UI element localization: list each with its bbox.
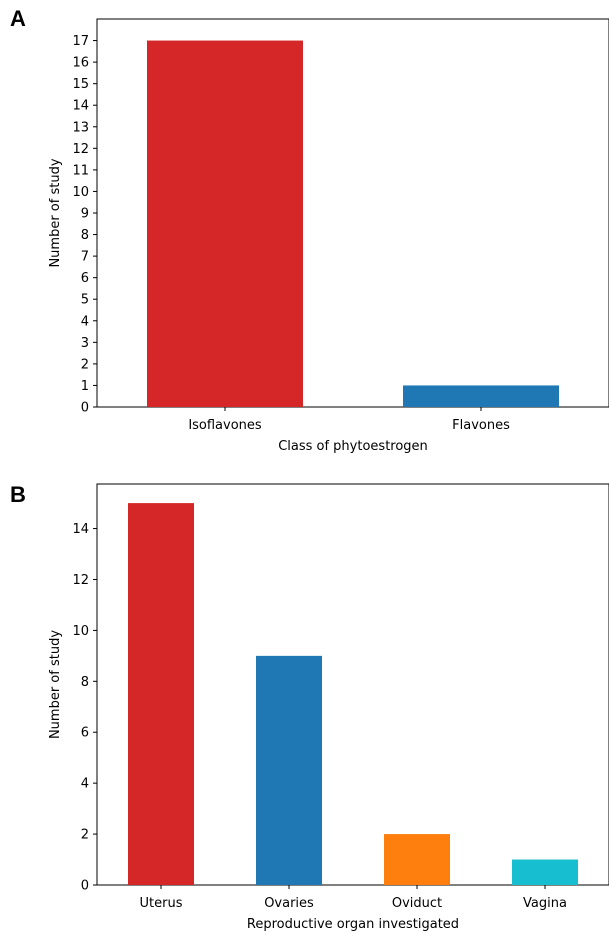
chart-a-ytick-label: 2 <box>81 357 89 372</box>
chart-b-bar-uterus <box>128 503 194 885</box>
chart-b-bar-vagina <box>512 859 578 885</box>
chart-b-ytick-label: 12 <box>72 573 89 588</box>
chart-b-ytick-label: 10 <box>72 624 89 639</box>
chart-b-ytick-label: 14 <box>72 522 89 537</box>
chart-a-bar-isoflavones <box>147 40 303 408</box>
chart-a-ytick-label: 12 <box>72 142 89 157</box>
chart-a-ytick-label: 17 <box>72 34 89 49</box>
chart-b-ytick-label: 8 <box>81 675 89 690</box>
chart-b-axes-frame <box>96 483 609 886</box>
chart-b-xtick-label: Oviduct <box>392 896 442 911</box>
chart-a-ytick-label: 10 <box>72 185 89 200</box>
chart-a-ytick-label: 14 <box>72 99 89 114</box>
chart-a-ytick-label: 15 <box>72 77 89 92</box>
chart-a-ytick-label: 7 <box>81 250 89 265</box>
chart-a-y-axis-label: Number of study <box>48 158 63 267</box>
chart-b-bar-ovaries <box>256 655 322 885</box>
chart-a-ytick-label: 13 <box>72 120 89 135</box>
chart-b-ytick-label: 2 <box>81 828 89 843</box>
chart-a-xtick-label: Isoflavones <box>188 418 262 433</box>
chart-panel-a: A 0 1 2 3 4 5 6 7 8 9 10 11 12 13 14 15 16 17 Isoflavones F… <box>10 6 609 454</box>
bar-chart-reproductive-organ: 0 2 4 6 8 10 12 14 Uterus Ovaries Oviduct Vagina Rep… <box>48 483 609 932</box>
chart-a-ytick-label: 6 <box>81 271 89 286</box>
chart-a-ytick-label: 8 <box>81 228 89 243</box>
chart-b-y-axis-label: Number of study <box>48 630 63 739</box>
chart-a-ytick-label: 1 <box>81 379 89 394</box>
chart-b-xtick-label: Ovaries <box>264 896 314 911</box>
chart-b-ytick-label: 6 <box>81 726 89 741</box>
chart-b-xtick-label: Vagina <box>523 896 567 911</box>
chart-a-ytick-label: 0 <box>81 401 89 416</box>
chart-b-xtick-label: Uterus <box>140 896 183 911</box>
panel-label-b: B <box>10 482 26 507</box>
chart-b-ytick-label: 0 <box>81 879 89 894</box>
chart-a-bar-flavones <box>403 385 559 407</box>
chart-panel-b: B 0 2 4 6 8 10 12 14 Uterus Ovaries Oviduct Vagina R… <box>0 466 609 932</box>
chart-a-ytick-label: 4 <box>81 314 89 329</box>
chart-b-bar-oviduct <box>384 834 450 885</box>
panel-label-a: A <box>10 6 26 31</box>
chart-a-ytick-label: 11 <box>72 163 89 178</box>
chart-a-ytick-label: 3 <box>81 336 89 351</box>
chart-a-x-axis-label: Class of phytoestrogen <box>278 439 428 454</box>
chart-b-x-axis-label: Reproductive organ investigated <box>247 917 459 932</box>
chart-a-ytick-label: 5 <box>81 293 89 308</box>
chart-a-ytick-label: 9 <box>81 207 89 222</box>
chart-b-ytick-label: 4 <box>81 777 89 792</box>
chart-a-ytick-label: 16 <box>72 56 89 71</box>
chart-a-xtick-label: Flavones <box>452 418 510 433</box>
